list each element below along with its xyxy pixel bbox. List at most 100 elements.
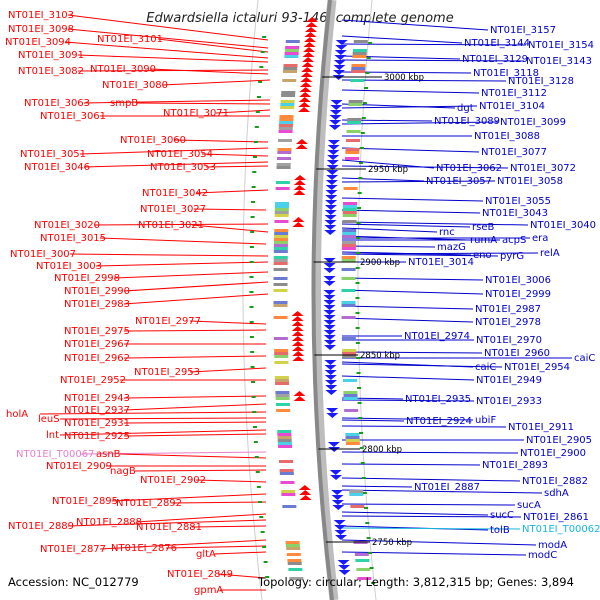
right-leader-line	[341, 375, 475, 381]
left-gene-label: NT01EI_2877	[40, 544, 106, 555]
right-gene-label: rseB	[472, 222, 494, 233]
cog-bar-reverse	[342, 349, 357, 352]
cog-bar-reverse	[343, 202, 358, 205]
ring-tick	[357, 387, 362, 389]
ring-tick	[365, 522, 370, 524]
left-gene-label: NT01EI_2977	[135, 316, 201, 327]
right-gene-label: mazG	[437, 242, 466, 253]
right-gene-label: tolB	[490, 525, 510, 536]
left-leader-line	[201, 153, 269, 157]
forward-gene-arrow	[291, 331, 304, 336]
genome-summary-text: Topology: circular; Length: 3,812,315 bp…	[257, 575, 574, 589]
left-gene-label: NT01EI_2876	[111, 543, 177, 554]
right-leader-line	[341, 245, 436, 248]
ring-tick	[249, 291, 254, 293]
ring-tick	[262, 36, 267, 38]
kbp-label: 2800 kbp	[362, 445, 402, 455]
cog-bar-reverse	[342, 214, 357, 217]
ring-tick	[359, 147, 364, 149]
ring-tick	[249, 321, 254, 323]
cog-bar-forward	[280, 103, 295, 106]
ring-tick	[249, 261, 254, 263]
reverse-gene-arrow	[324, 360, 337, 365]
ring-tick	[263, 561, 268, 563]
cog-bar-reverse	[342, 355, 357, 358]
cog-bar-forward	[275, 397, 290, 400]
right-leader-line	[341, 223, 471, 228]
ring-tick	[251, 186, 256, 188]
cog-bar-forward	[273, 256, 288, 259]
cog-bar-forward	[282, 79, 297, 82]
right-leader-line	[341, 363, 503, 368]
cog-bar-reverse	[343, 397, 358, 400]
left-leader-line	[123, 293, 269, 305]
right-gene-label: NT01EI_3062	[436, 163, 502, 174]
right-gene-label: NT01EI_2924	[406, 416, 472, 427]
forward-gene-arrow	[304, 27, 317, 32]
cog-bar-reverse	[352, 52, 367, 55]
right-gene-labels: NT01EI_3157NT01EI_3144NT01EI_3154NT01EI_…	[404, 25, 600, 561]
cog-bar-forward	[279, 115, 294, 118]
ring-tick	[249, 306, 254, 308]
ring-tick	[253, 156, 258, 158]
ring-tick	[357, 402, 362, 404]
cog-bar-forward	[277, 436, 292, 439]
forward-gene-arrow	[293, 391, 306, 396]
ring-tick	[249, 276, 254, 278]
ring-tick	[260, 51, 265, 53]
cog-bar-forward	[279, 469, 294, 472]
left-gene-label: NT01EI_2990	[64, 286, 130, 297]
left-gene-label: NT01EI_3098	[8, 24, 74, 35]
left-leader-line	[191, 224, 269, 233]
cog-bar-forward	[274, 379, 289, 382]
reverse-gene-arrow	[323, 258, 336, 263]
left-leader-line	[113, 271, 269, 279]
reverse-gene-arrow	[332, 505, 345, 510]
cog-bar-forward	[284, 49, 299, 52]
reverse-gene-arrow	[324, 370, 337, 375]
cog-bar-forward	[283, 70, 298, 73]
right-leader-line	[341, 180, 496, 183]
left-gene-label: NT01EI_3090	[90, 64, 156, 75]
forward-gene-arrow	[292, 217, 305, 222]
right-leader-line	[341, 419, 405, 422]
cog-bar-forward	[285, 40, 300, 43]
cog-bar-reverse	[351, 67, 366, 70]
ring-tick	[250, 351, 255, 353]
right-gene-label: eno	[473, 250, 492, 261]
cog-bar-reverse	[341, 241, 356, 244]
ring-tick	[251, 381, 256, 383]
left-gene-label: holA	[6, 409, 28, 420]
cog-bar-forward	[279, 460, 294, 463]
cog-bar-reverse	[354, 553, 369, 556]
cog-bar-forward	[275, 181, 290, 184]
right-gene-label: NT01EI_2999	[485, 289, 551, 300]
right-leader-line	[341, 277, 484, 281]
ring-tick	[355, 297, 360, 299]
right-gene-label: NT01EI_3143	[526, 56, 592, 67]
left-gene-label: NT01EI_3015	[40, 233, 106, 244]
cog-bar-forward	[274, 220, 289, 223]
cog-bar-forward	[274, 352, 289, 355]
reverse-gene-arrow	[329, 110, 342, 115]
right-gene-label: NT01EI_3040	[530, 220, 596, 231]
forward-gene-arrow	[293, 185, 306, 190]
ring-tick	[359, 432, 364, 434]
cog-bar-forward	[278, 445, 293, 448]
reverse-gene-arrow	[323, 305, 336, 310]
cog-bar-reverse	[349, 493, 364, 496]
reverse-gene-arrow	[323, 325, 336, 330]
ring-tick	[368, 42, 373, 44]
reverse-gene-arrow	[327, 140, 340, 145]
left-leader-line	[39, 411, 267, 415]
cog-bar-forward	[274, 232, 289, 235]
cog-bar-reverse	[342, 232, 357, 235]
genome-backbone-outer	[311, 0, 339, 600]
right-gene-label: NT01EI_2911	[508, 422, 574, 433]
cog-bar-reverse	[341, 244, 356, 247]
cog-bar-forward	[274, 208, 289, 211]
reverse-gene-arrow	[323, 263, 336, 268]
forward-gene-arrow	[299, 495, 312, 500]
cog-bar-forward	[274, 349, 289, 352]
